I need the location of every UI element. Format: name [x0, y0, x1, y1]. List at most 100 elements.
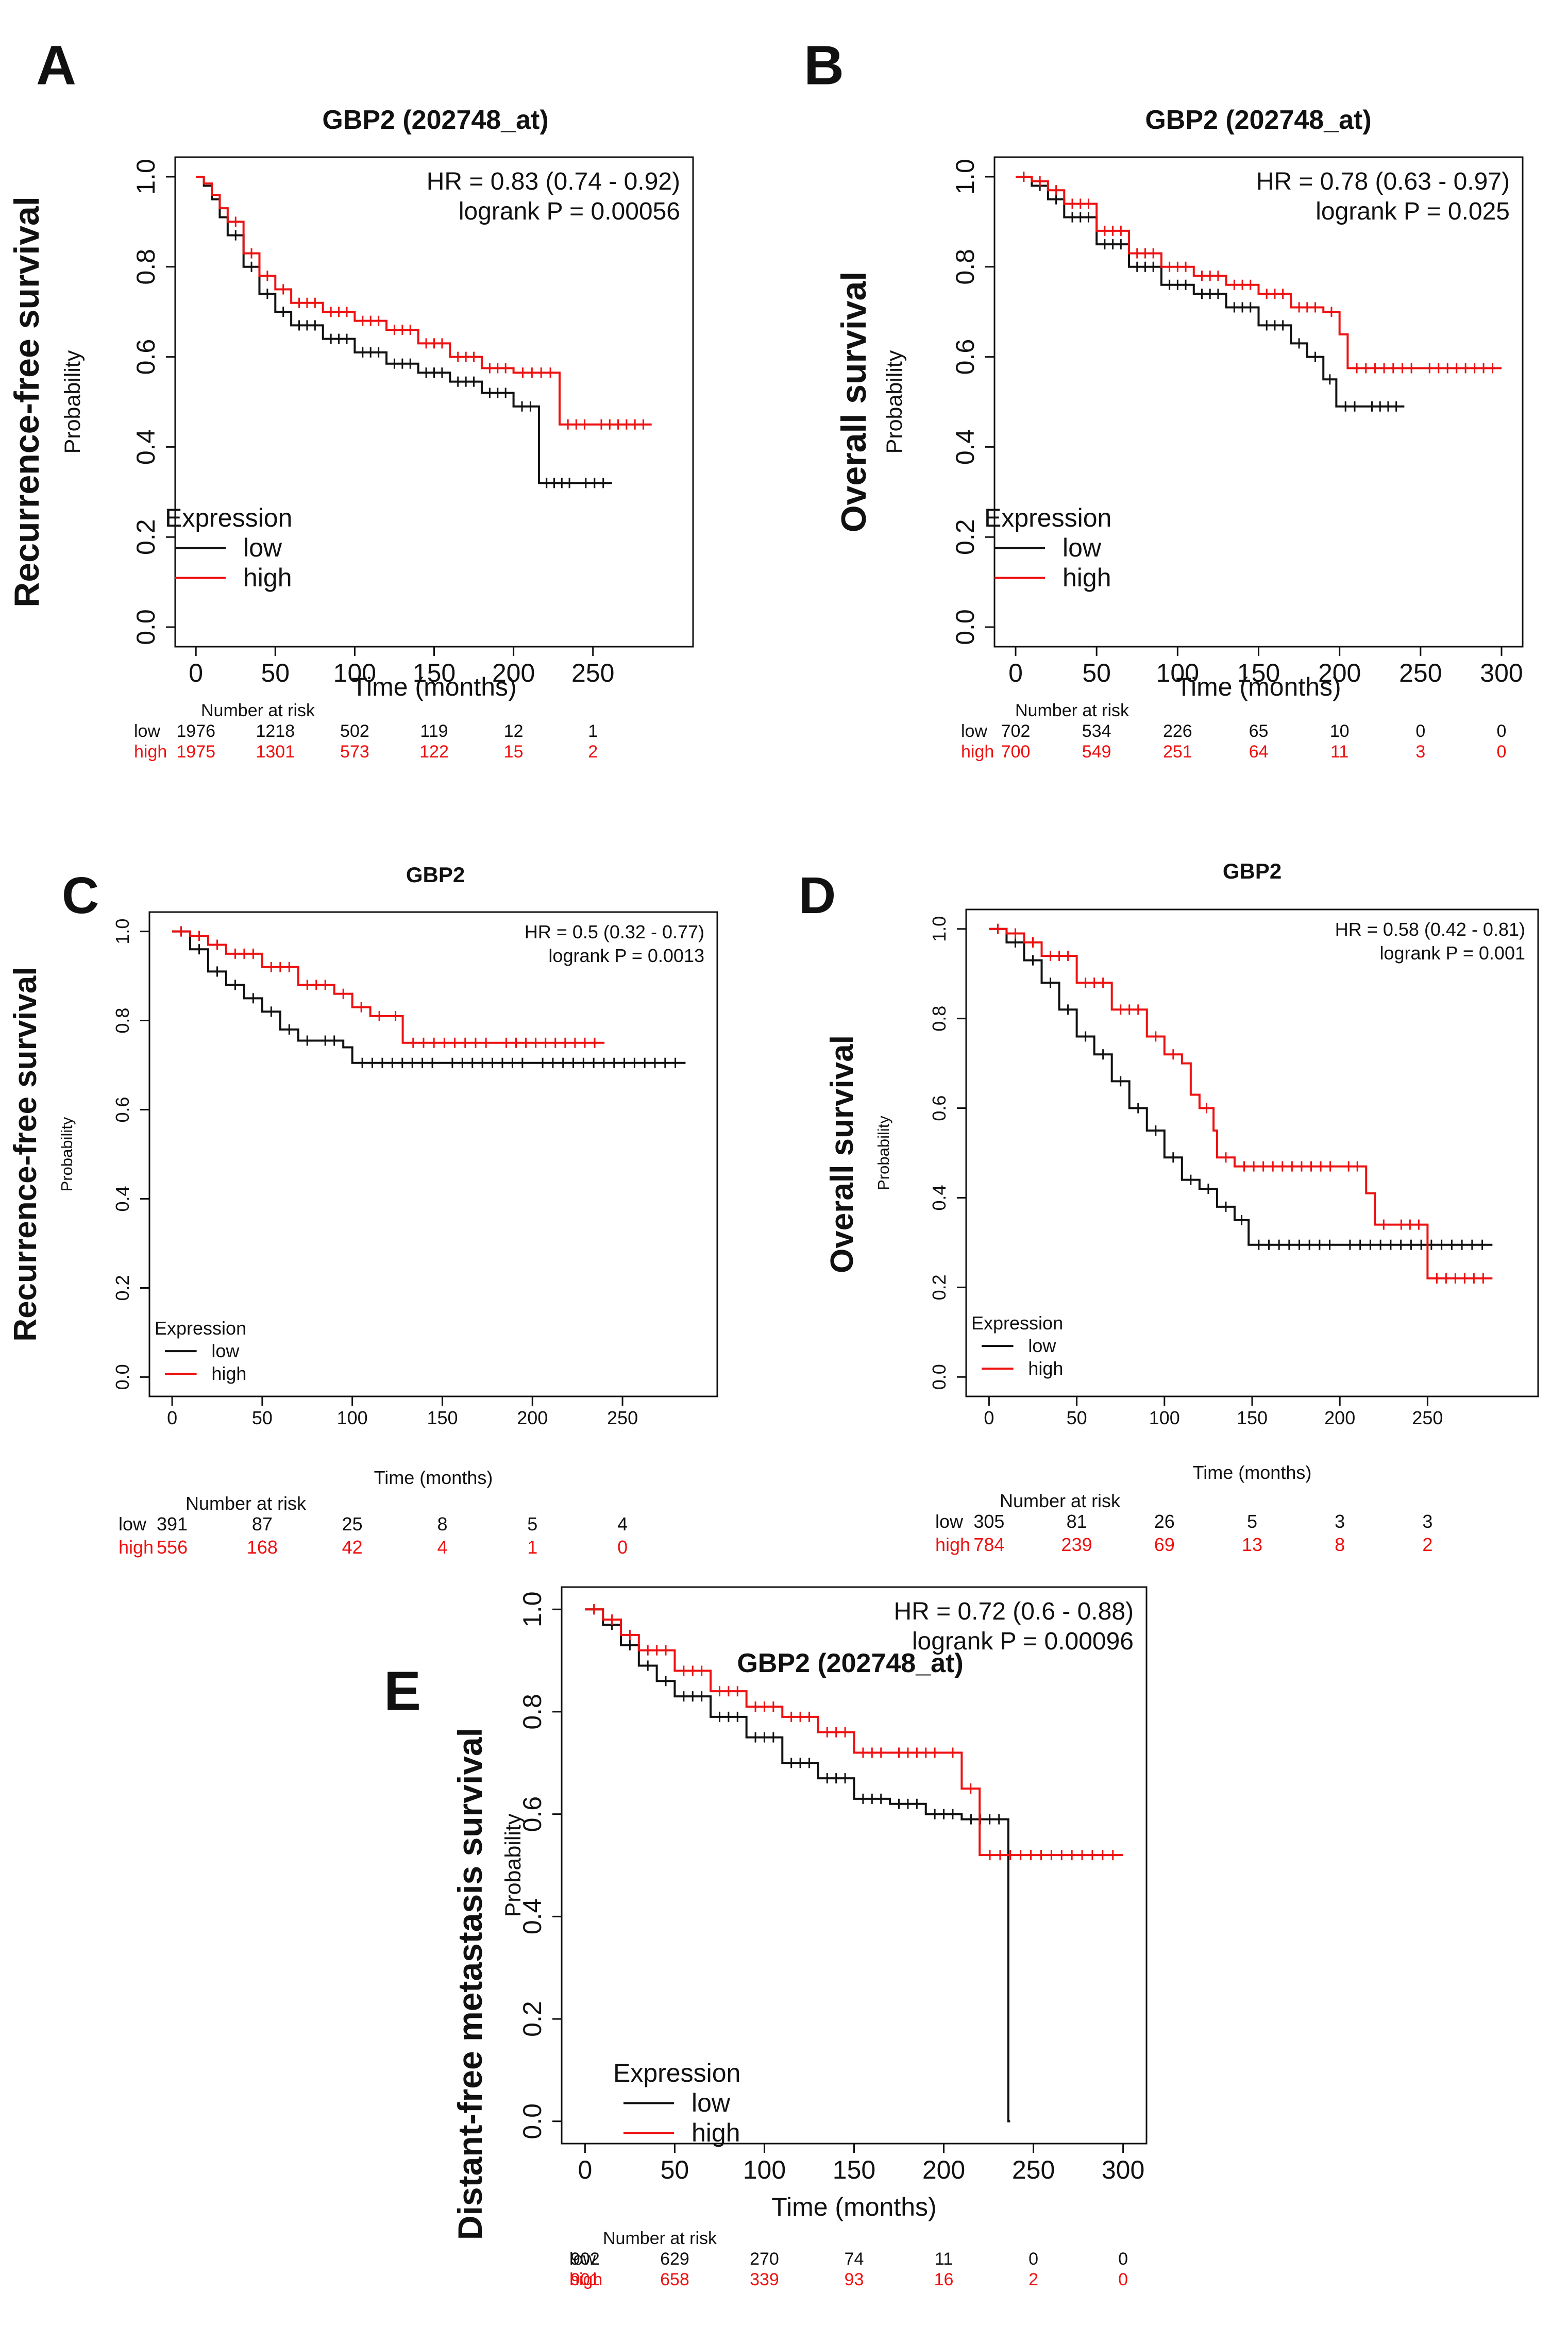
risk-value-high: 700: [1001, 742, 1031, 762]
y-tick-label: 0.4: [131, 429, 160, 465]
risk-value-high: 556: [157, 1537, 188, 1558]
chart-title: GBP2 (202748_at): [322, 105, 548, 135]
risk-value-low: 81: [1067, 1511, 1087, 1532]
risk-value-low: 534: [1082, 721, 1111, 741]
y-tick-label: 1.0: [929, 916, 950, 942]
risk-value-high: 549: [1082, 742, 1111, 762]
risk-value-low: 26: [1154, 1511, 1175, 1532]
hazard-ratio-text: HR = 0.5 (0.32 - 0.77): [525, 921, 704, 942]
risk-row-label-high: high: [961, 742, 994, 762]
hazard-ratio-text: HR = 0.78 (0.63 - 0.97): [1256, 168, 1510, 195]
legend-title: Expression: [984, 503, 1111, 532]
survival-curve-high: [1016, 176, 1502, 369]
y-axis-label: Probability: [58, 1117, 76, 1191]
x-tick-label: 250: [571, 659, 614, 687]
risk-value-low: 3: [1422, 1511, 1432, 1532]
risk-value-low: 8: [437, 1513, 447, 1535]
risk-table-header: Number at risk: [1000, 1490, 1121, 1511]
y-tick-label: 0.8: [929, 1006, 950, 1032]
x-tick-label: 50: [252, 1407, 273, 1428]
risk-value-low: 270: [750, 2249, 779, 2269]
x-tick-label: 150: [1237, 1407, 1268, 1428]
y-tick-label: 1.0: [518, 1591, 547, 1627]
y-tick-label: 1.0: [112, 919, 133, 945]
x-tick-label: 200: [922, 2155, 965, 2184]
y-axis-label: Probability: [60, 350, 85, 453]
x-axis-label: Time (months): [771, 2193, 936, 2221]
hazard-ratio-text: HR = 0.72 (0.6 - 0.88): [893, 1598, 1134, 1625]
risk-value-high: 11: [1330, 742, 1348, 762]
x-tick-label: 100: [1149, 1407, 1180, 1428]
x-tick-label: 250: [1412, 1407, 1443, 1428]
y-tick-label: 0.2: [929, 1274, 950, 1300]
outer-y-axis-label: Distant-free metastasis survival: [451, 1728, 489, 2240]
outer-y-axis-label: Overall survival: [824, 1035, 860, 1273]
hazard-ratio-text: HR = 0.83 (0.74 - 0.92): [427, 168, 680, 195]
x-axis-label: Time (months): [1176, 672, 1341, 701]
y-axis-label: Probability: [501, 1813, 526, 1917]
hazard-ratio-text: HR = 0.58 (0.42 - 0.81): [1335, 919, 1525, 940]
risk-value-low: 1218: [256, 721, 295, 741]
x-tick-label: 150: [833, 2155, 875, 2184]
risk-row-label-high: high: [119, 1537, 154, 1558]
y-tick-label: 0.0: [131, 609, 160, 645]
logrank-p-text: logrank P = 0.001: [1379, 942, 1525, 964]
y-axis-label: Probability: [874, 1116, 892, 1190]
risk-value-high: 122: [419, 742, 449, 762]
risk-value-high: 8: [1335, 1534, 1345, 1555]
x-tick-label: 200: [1324, 1407, 1355, 1428]
risk-table-header: Number at risk: [201, 701, 315, 720]
x-tick-label: 250: [607, 1407, 638, 1428]
risk-value-high: 2: [1029, 2270, 1038, 2289]
x-tick-label: 100: [1156, 659, 1199, 687]
outer-y-axis-label: Recurrence-free survival: [8, 967, 43, 1341]
survival-curve-low: [585, 1608, 1010, 2122]
y-tick-label: 0.8: [112, 1008, 133, 1034]
x-tick-label: 0: [984, 1407, 994, 1428]
risk-value-low: 74: [845, 2249, 864, 2269]
chart-title: GBP2: [1223, 859, 1282, 883]
risk-value-high: 2: [588, 742, 598, 762]
risk-value-high: 0: [1118, 2270, 1128, 2289]
x-axis-label: Time (months): [1193, 1462, 1312, 1483]
legend-label-high: high: [211, 1363, 246, 1384]
risk-value-low: 5: [1247, 1511, 1257, 1532]
risk-value-high: 0: [1497, 742, 1507, 762]
risk-value-low: 11: [935, 2249, 953, 2269]
risk-value-high: 658: [660, 2270, 689, 2289]
risk-value-high: 16: [934, 2270, 954, 2289]
risk-value-low: 119: [420, 721, 448, 741]
panel-letter-e: E: [384, 1659, 421, 1722]
survival-curve-low: [989, 928, 1493, 1246]
risk-value-high: 4: [437, 1537, 447, 1558]
x-tick-label: 0: [167, 1407, 177, 1428]
y-tick-label: 1.0: [131, 159, 160, 195]
y-tick-label: 0.0: [518, 2103, 547, 2139]
risk-value-low: 25: [342, 1513, 363, 1535]
x-tick-label: 100: [743, 2155, 786, 2184]
y-tick-label: 0.4: [518, 1899, 547, 1935]
risk-table-header: Number at risk: [1015, 701, 1129, 720]
risk-value-low: 1: [588, 721, 598, 741]
y-tick-label: 0.8: [951, 249, 980, 285]
x-tick-label: 250: [1399, 659, 1442, 687]
risk-value-high: 168: [247, 1537, 278, 1558]
risk-value-high: 901: [570, 2270, 600, 2289]
risk-row-label-low: low: [134, 721, 160, 741]
chart-title: GBP2 (202748_at): [737, 1648, 963, 1678]
risk-value-low: 902: [570, 2249, 600, 2269]
outer-y-axis-label: Recurrence-free survival: [7, 196, 46, 608]
chart-title: GBP2 (202748_at): [1145, 105, 1371, 135]
legend-title: Expression: [155, 1318, 246, 1339]
chart-title: GBP2: [406, 863, 465, 887]
x-tick-label: 0: [578, 2155, 592, 2184]
x-axis-label: Time (months): [374, 1467, 493, 1488]
risk-value-high: 1301: [256, 742, 295, 762]
risk-value-low: 5: [527, 1513, 537, 1535]
risk-value-low: 12: [504, 721, 524, 741]
x-tick-label: 0: [1008, 659, 1023, 687]
x-tick-label: 50: [1082, 659, 1111, 687]
y-tick-label: 0.2: [951, 519, 980, 555]
y-tick-label: 0.6: [929, 1095, 950, 1121]
legend-label-high: high: [243, 563, 292, 592]
